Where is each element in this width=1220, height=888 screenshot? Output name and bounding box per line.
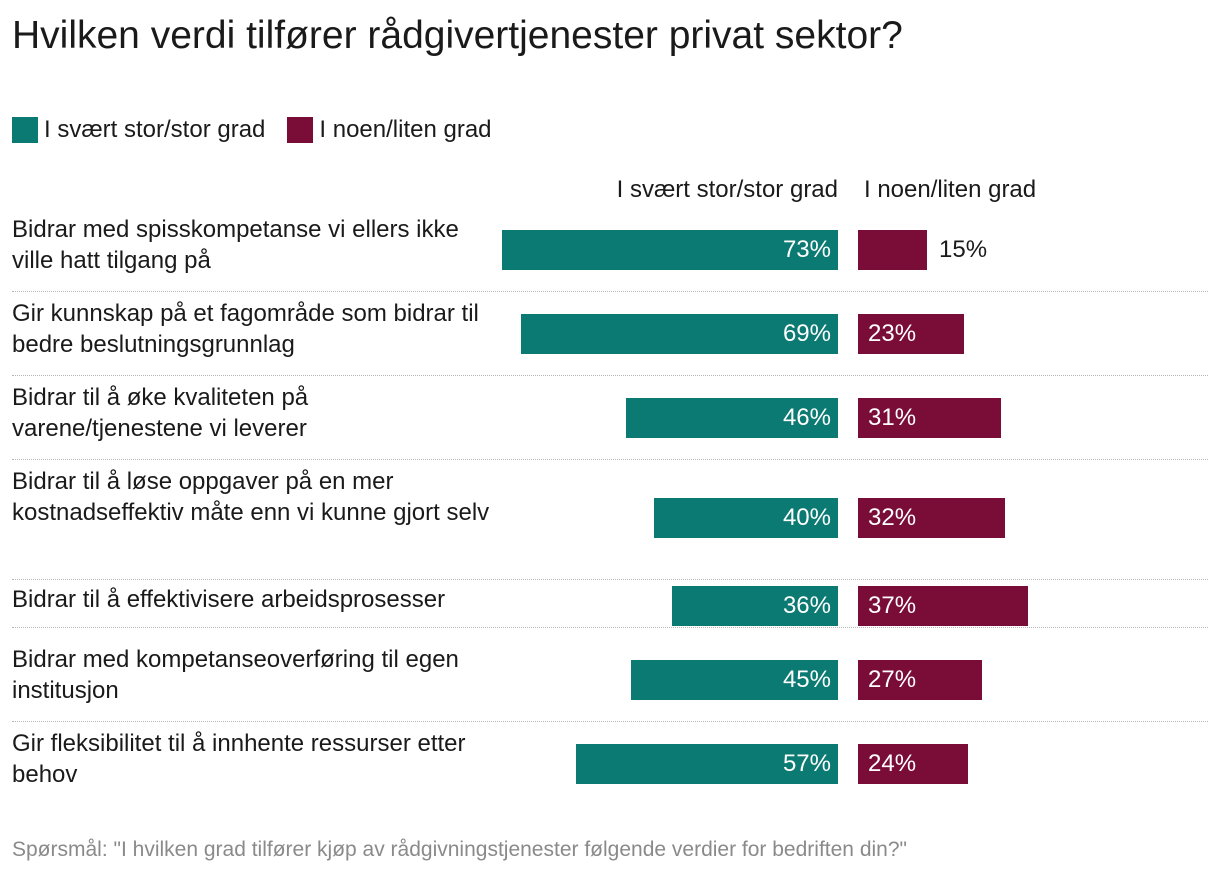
bar-low: 37% <box>858 586 1029 626</box>
column-header-low: I noen/liten grad <box>864 176 1037 203</box>
chart-row: Gir kunnskap på et fagområde som bidrar … <box>12 298 1208 376</box>
bar-high: 73% <box>502 230 838 270</box>
legend: I svært stor/stor grad I noen/liten grad <box>12 116 514 144</box>
bar-low: 27% <box>858 660 983 700</box>
category-label: Bidrar med spisskompetanse vi ellers ikk… <box>12 216 459 274</box>
category-label: Bidrar til å øke kvaliteten på varene/tj… <box>12 384 309 442</box>
bar-low <box>858 230 927 270</box>
bar-high: 36% <box>672 586 838 626</box>
chart-title: Hvilken verdi tilfører rådgivertjenester… <box>12 14 903 57</box>
column-header-high: I svært stor/stor grad <box>616 176 838 203</box>
legend-swatch-low <box>287 117 314 143</box>
chart-row: Bidrar med spisskompetanse vi ellers ikk… <box>12 214 1208 292</box>
bar-high: 45% <box>631 660 838 700</box>
bar-low: 32% <box>858 498 1006 538</box>
legend-item-low: I noen/liten grad <box>287 116 492 144</box>
bar-high: 57% <box>575 744 838 784</box>
bar-low: 31% <box>858 398 1001 438</box>
chart-row: Gir fleksibilitet til å innhente ressurs… <box>12 728 1208 805</box>
legend-label-high: I svært stor/stor grad <box>44 116 266 143</box>
chart-row: Bidrar til å effektivisere arbeidsproses… <box>12 584 1208 628</box>
category-label: Bidrar med kompetanseoverføring til egen… <box>12 646 459 704</box>
category-label: Bidrar til å effektivisere arbeidsproses… <box>12 586 446 613</box>
category-label: Gir kunnskap på et fagområde som bidrar … <box>12 300 479 358</box>
legend-item-high: I svært stor/stor grad <box>12 116 265 144</box>
bar-low: 24% <box>858 744 969 784</box>
chart-row: Bidrar med kompetanseoverføring til egen… <box>12 644 1208 722</box>
legend-swatch-high <box>12 117 38 143</box>
chart-row: Bidrar til å løse oppgaver på en mer kos… <box>12 466 1208 580</box>
chart-row: Bidrar til å øke kvaliteten på varene/tj… <box>12 382 1208 460</box>
bar-high: 40% <box>654 498 838 538</box>
footnote: Spørsmål: "I hvilken grad tilfører kjøp … <box>12 838 907 861</box>
category-label: Bidrar til å løse oppgaver på en mer kos… <box>12 468 490 526</box>
bar-low-value: 15% <box>939 236 988 263</box>
bar-high: 69% <box>520 314 838 354</box>
bar-high: 46% <box>626 398 838 438</box>
category-label: Gir fleksibilitet til å innhente ressurs… <box>12 730 466 788</box>
bar-low: 23% <box>858 314 964 354</box>
legend-label-low: I noen/liten grad <box>319 116 492 143</box>
